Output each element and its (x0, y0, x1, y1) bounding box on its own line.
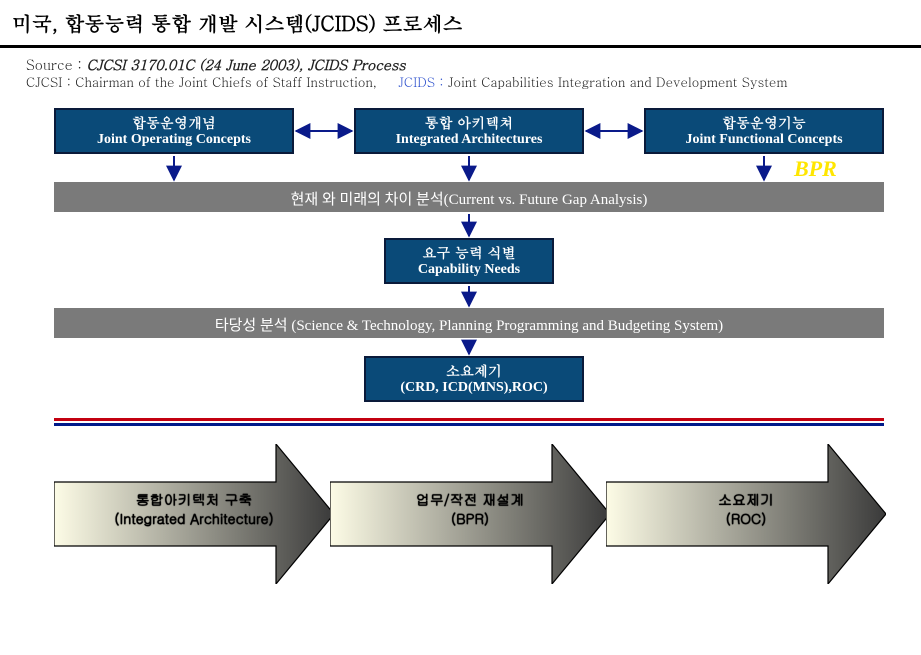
source-cjcsi: CJCSI : Chairman of the Joint Chiefs of … (26, 72, 377, 91)
phase-arrows-row: 통합아키텍처 구축(Integrated Architecture)업무/작전 … (54, 444, 884, 584)
box-top1-ko: 합동운영개념 (62, 114, 286, 132)
source-jcids-def: Joint Capabilities Integration and Devel… (448, 72, 787, 91)
box-top2-ko: 통합 아키텍쳐 (362, 114, 576, 132)
box-joint-operating-concepts: 합동운영개념 Joint Operating Concepts (54, 108, 294, 154)
box-top2-en: Integrated Architectures (362, 131, 576, 149)
title-area: 미국, 합동능력 통합 개발 시스템(JCIDS) 프로세스 (0, 0, 921, 43)
box-final-en: (CRD, ICD(MNS),ROC) (372, 379, 576, 397)
box-integrated-architectures: 통합 아키텍쳐 Integrated Architectures (354, 108, 584, 154)
box-joint-functional-concepts: 합동운영기능 Joint Functional Concepts (644, 108, 884, 154)
box-top1-en: Joint Operating Concepts (62, 131, 286, 149)
bar-feas-en: (Science & Technology, Planning Programm… (291, 318, 723, 334)
phase-arrow-2: 업무/작전 재설계(BPR) (330, 444, 610, 584)
bar-feas-ko: 타당성 분석 (215, 318, 292, 334)
box-needs-en: Capability Needs (392, 261, 546, 279)
box-capability-needs: 요구 능력 식별 Capability Needs (384, 238, 554, 284)
phase-arrow-3: 소요제기(ROC) (606, 444, 886, 584)
bpr-label: BPR (794, 156, 837, 182)
phase-arrow-1: 통합아키텍처 구축(Integrated Architecture) (54, 444, 334, 584)
bar-gap-en: (Current vs. Future Gap Analysis) (444, 192, 648, 208)
jcids-flow-diagram: 합동운영개념 Joint Operating Concepts 통합 아키텍쳐 … (54, 108, 884, 408)
source-block: Source : CJCSI 3170.01C (24 June 2003), … (0, 48, 921, 94)
bar-feasibility: 타당성 분석 (Science & Technology, Planning P… (54, 308, 884, 338)
phase-arrow-2-label: 업무/작전 재설계(BPR) (330, 490, 610, 528)
bar-gap-analysis: 현재 와 미래의 차이 분석(Current vs. Future Gap An… (54, 182, 884, 212)
section-divider (54, 418, 884, 426)
source-jcids-label: JCIDS : (398, 72, 443, 91)
rule-blue (54, 423, 884, 426)
box-final-ko: 소요제기 (372, 362, 576, 380)
phase-arrow-1-label: 통합아키텍처 구축(Integrated Architecture) (54, 490, 334, 528)
page-title: 미국, 합동능력 통합 개발 시스템(JCIDS) 프로세스 (12, 8, 909, 37)
rule-red (54, 418, 884, 421)
box-requirement-proposal: 소요제기 (CRD, ICD(MNS),ROC) (364, 356, 584, 402)
box-top3-ko: 합동운영기능 (652, 114, 876, 132)
phase-arrow-3-label: 소요제기(ROC) (606, 490, 886, 528)
source-line-2: CJCSI : Chairman of the Joint Chiefs of … (26, 74, 903, 90)
box-top3-en: Joint Functional Concepts (652, 131, 876, 149)
bar-gap-ko: 현재 와 미래의 차이 분석 (291, 192, 444, 208)
box-needs-ko: 요구 능력 식별 (392, 244, 546, 262)
